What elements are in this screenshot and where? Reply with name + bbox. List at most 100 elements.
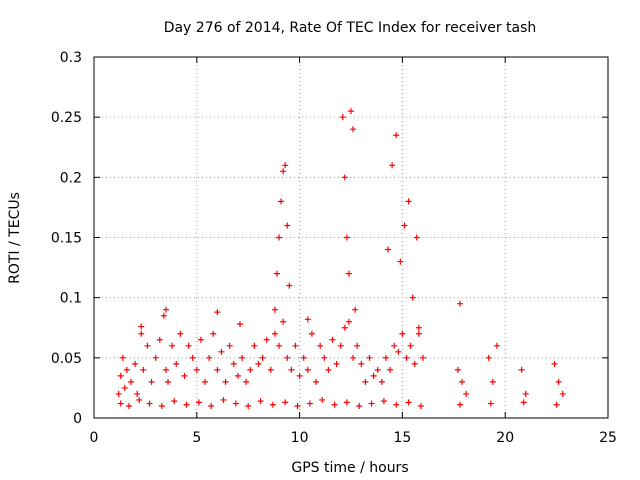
data-point — [239, 354, 246, 361]
data-point — [210, 330, 217, 337]
data-point — [171, 398, 178, 405]
data-point — [350, 126, 357, 133]
data-point — [493, 342, 500, 349]
data-point — [555, 378, 562, 385]
data-point — [269, 401, 276, 408]
data-point — [403, 354, 410, 361]
data-point — [352, 306, 359, 313]
data-point — [380, 398, 387, 405]
data-point — [405, 198, 412, 205]
data-point — [391, 342, 398, 349]
data-point — [337, 342, 344, 349]
data-point — [148, 378, 155, 385]
data-point — [183, 401, 190, 408]
data-point — [169, 342, 176, 349]
data-point — [456, 401, 463, 408]
data-point — [366, 354, 373, 361]
data-point — [214, 366, 221, 373]
data-point — [259, 354, 266, 361]
data-point — [218, 348, 225, 355]
data-points — [115, 108, 566, 409]
data-point — [121, 384, 128, 391]
data-point — [409, 294, 416, 301]
data-point — [125, 402, 132, 409]
data-point — [343, 234, 350, 241]
data-point — [245, 402, 252, 409]
data-point — [319, 396, 326, 403]
data-point — [234, 372, 241, 379]
data-point — [304, 316, 311, 323]
data-point — [284, 354, 291, 361]
data-point — [333, 360, 340, 367]
x-tick-label: 15 — [393, 430, 411, 446]
data-point — [463, 390, 470, 397]
data-point — [350, 354, 357, 361]
data-point — [389, 162, 396, 169]
data-point — [156, 336, 163, 343]
data-point — [146, 400, 153, 407]
x-tick-label: 20 — [496, 430, 514, 446]
data-point — [173, 360, 180, 367]
data-point — [370, 372, 377, 379]
data-point — [339, 114, 346, 121]
data-point — [343, 399, 350, 406]
data-point — [276, 234, 283, 241]
data-point — [387, 366, 394, 373]
y-tick-label: 0.3 — [60, 50, 82, 66]
data-point — [271, 306, 278, 313]
data-point — [356, 402, 363, 409]
data-point — [128, 378, 135, 385]
data-point — [345, 270, 352, 277]
data-point — [132, 360, 139, 367]
data-point — [325, 366, 332, 373]
data-point — [263, 336, 270, 343]
data-point — [399, 330, 406, 337]
data-point — [185, 342, 192, 349]
data-point — [368, 400, 375, 407]
data-point — [489, 378, 496, 385]
data-point — [282, 399, 289, 406]
data-point — [329, 336, 336, 343]
data-point — [296, 372, 303, 379]
y-tick-label: 0.05 — [51, 351, 82, 367]
data-point — [551, 360, 558, 367]
data-point — [162, 366, 169, 373]
data-point — [407, 342, 414, 349]
x-tick-label: 25 — [599, 430, 617, 446]
data-point — [119, 354, 126, 361]
data-point — [559, 390, 566, 397]
data-point — [267, 366, 274, 373]
data-point — [273, 270, 280, 277]
data-point — [487, 400, 494, 407]
data-point — [226, 342, 233, 349]
data-point — [345, 318, 352, 325]
y-tick-label: 0.25 — [51, 110, 82, 126]
data-point — [362, 378, 369, 385]
data-point — [208, 402, 215, 409]
data-point — [195, 399, 202, 406]
data-point — [232, 400, 239, 407]
x-tick-label: 10 — [291, 430, 309, 446]
data-point — [286, 282, 293, 289]
y-tick-label: 0.15 — [51, 231, 82, 247]
y-axis-label: ROTI / TECUs — [7, 192, 23, 284]
data-point — [331, 401, 338, 408]
data-point — [115, 390, 122, 397]
data-point — [454, 366, 461, 373]
data-point — [140, 366, 147, 373]
data-point — [518, 366, 525, 373]
data-point — [206, 354, 213, 361]
data-point — [522, 390, 529, 397]
data-point — [459, 378, 466, 385]
data-point — [417, 402, 424, 409]
data-point — [405, 399, 412, 406]
x-axis-label: GPS time / hours — [291, 460, 408, 476]
data-point — [230, 360, 237, 367]
x-tick-label: 5 — [192, 430, 201, 446]
data-point — [257, 398, 264, 405]
data-point — [341, 174, 348, 181]
data-point — [341, 324, 348, 331]
data-point — [378, 378, 385, 385]
data-point — [294, 402, 301, 409]
